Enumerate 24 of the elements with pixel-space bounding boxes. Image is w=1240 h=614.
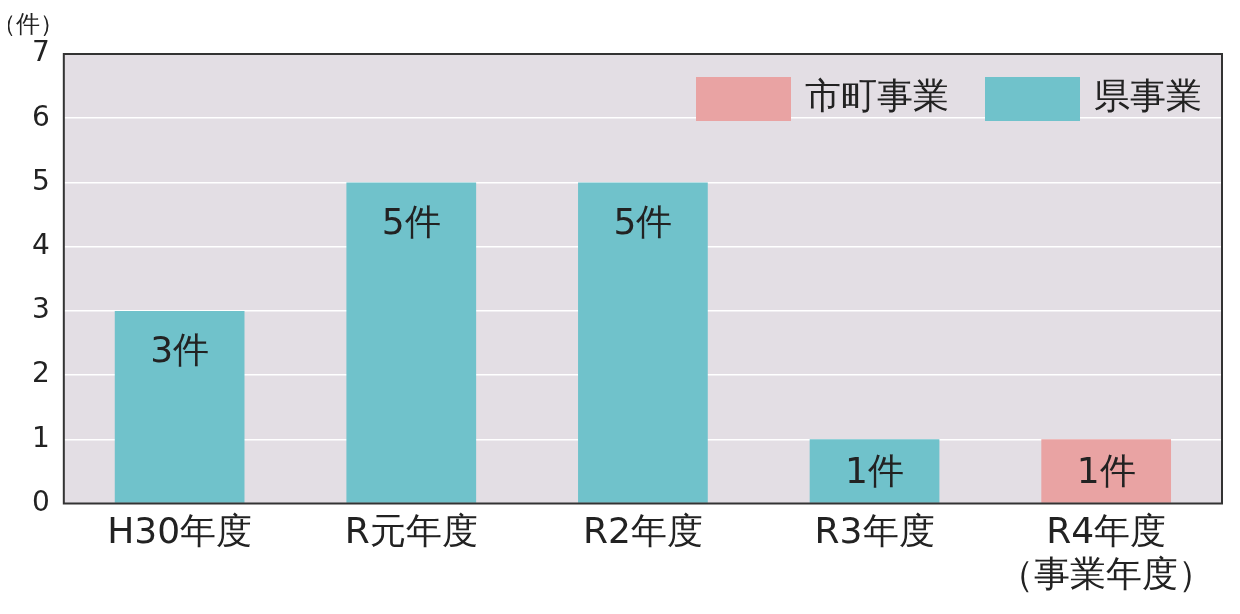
y-tick-label: 2 bbox=[31, 356, 50, 390]
data-label: 5件 bbox=[381, 200, 441, 242]
bar bbox=[1041, 439, 1172, 503]
data-label: 5件 bbox=[613, 200, 673, 242]
x-tick-label: R3年度 bbox=[814, 509, 935, 551]
x-tick-label: R4年度（事業年度） bbox=[998, 509, 1215, 594]
bar bbox=[809, 439, 940, 503]
bar bbox=[578, 182, 708, 503]
bar bbox=[114, 310, 245, 503]
legend-label: 県事業 bbox=[1094, 75, 1202, 117]
y-tick-label: 1 bbox=[31, 420, 50, 454]
data-label: 1件 bbox=[1076, 450, 1136, 492]
y-tick-label: 3 bbox=[31, 292, 50, 326]
x-tick-label: H30年度 bbox=[107, 509, 253, 551]
bar bbox=[346, 182, 477, 503]
legend-label: 市町事業 bbox=[805, 75, 949, 117]
y-tick-label: 4 bbox=[31, 227, 50, 261]
x-tick-label: R2年度 bbox=[582, 509, 703, 551]
y-tick-label: 6 bbox=[31, 99, 50, 133]
data-label: 3件 bbox=[150, 329, 210, 371]
x-tick-label: R元年度 bbox=[344, 509, 478, 551]
data-label: 1件 bbox=[845, 450, 904, 492]
y-tick-label: 5 bbox=[31, 163, 50, 197]
y-tick-label: 0 bbox=[31, 484, 50, 518]
